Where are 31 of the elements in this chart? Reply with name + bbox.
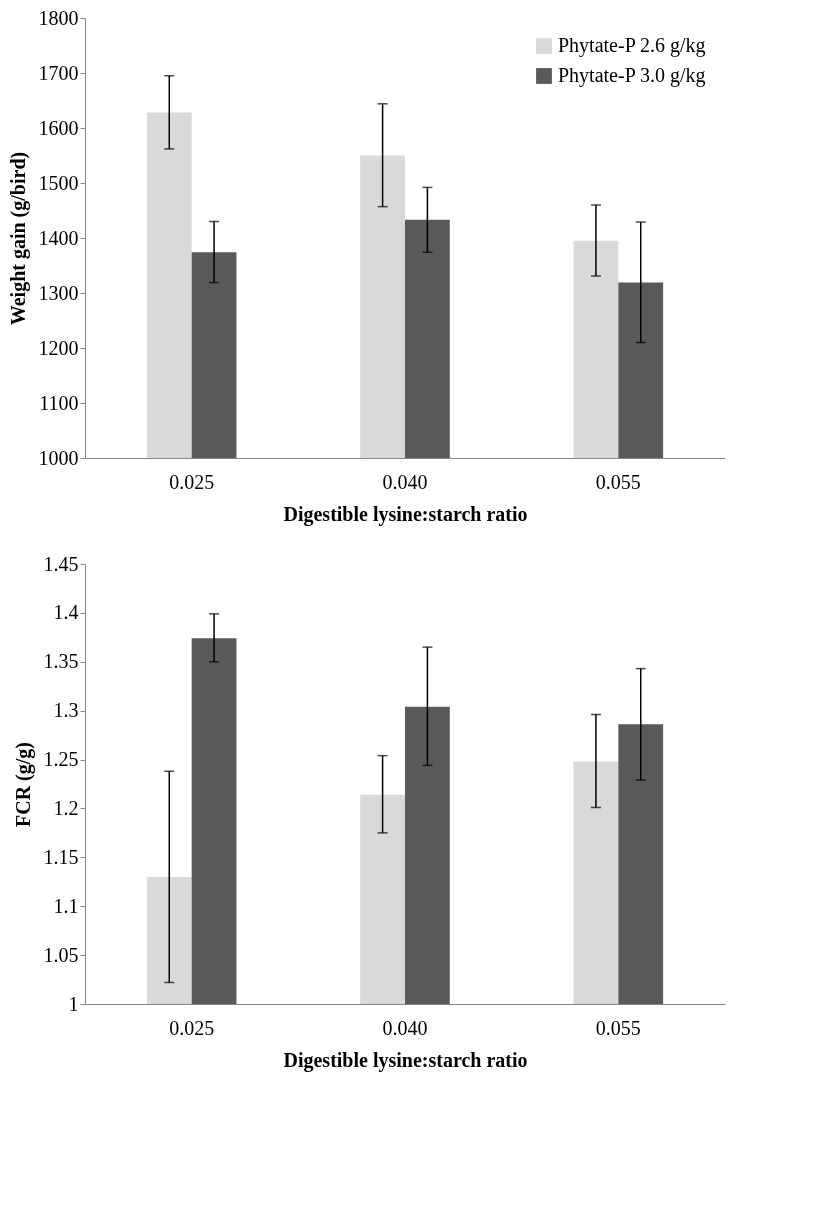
- x-tick-label: 0.040: [382, 470, 428, 493]
- x-tick-label: 0.025: [169, 470, 215, 493]
- y-tick-label: 1.35: [43, 650, 79, 673]
- y-axis-title: FCR (g/g): [11, 742, 35, 827]
- y-tick-label: 1.45: [43, 552, 79, 575]
- x-tick-label: 0.025: [169, 1016, 215, 1039]
- x-axis-title: Digestible lysine:starch ratio: [283, 502, 528, 526]
- y-tick-label: 1.1: [53, 894, 79, 917]
- x-axis-title: Digestible lysine:starch ratio: [283, 1048, 528, 1072]
- y-axis-title: Weight gain (g/bird): [6, 151, 30, 326]
- y-tick-label: 1.15: [43, 845, 79, 868]
- x-tick-label: 0.055: [595, 1016, 641, 1039]
- y-tick-label: 1.2: [53, 796, 79, 819]
- y-tick-label: 1100: [39, 391, 79, 414]
- x-tick-label: 0.040: [382, 1016, 428, 1039]
- x-tick-label: 0.055: [595, 470, 641, 493]
- y-tick-label: 1600: [38, 116, 79, 139]
- y-tick-label: 1500: [38, 171, 79, 194]
- y-tick-label: 1300: [38, 281, 79, 304]
- y-tick-label: 1400: [38, 226, 79, 249]
- y-tick-label: 1: [68, 992, 79, 1015]
- y-tick-label: 1700: [38, 61, 79, 84]
- y-tick-label: 1200: [38, 336, 79, 359]
- y-tick-label: 1800: [38, 6, 79, 29]
- y-tick-label: 1.4: [53, 601, 79, 624]
- y-tick-label: 1.05: [43, 943, 79, 966]
- y-tick-label: 1.3: [53, 699, 79, 722]
- y-tick-label: 1.25: [43, 748, 79, 771]
- y-tick-label: 1000: [38, 446, 79, 469]
- legend-label: Phytate-P 3.0 g/kg: [558, 64, 706, 87]
- legend-label: Phytate-P 2.6 g/kg: [558, 34, 706, 57]
